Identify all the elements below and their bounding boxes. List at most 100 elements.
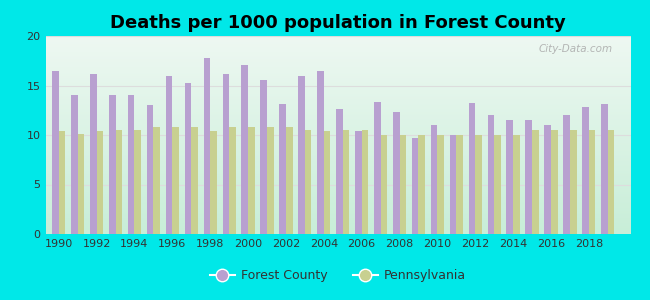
Bar xyxy=(109,95,116,234)
Bar xyxy=(203,58,210,234)
Bar xyxy=(551,130,558,234)
Bar xyxy=(361,130,369,234)
Bar xyxy=(494,135,500,234)
Bar xyxy=(544,125,551,234)
Bar xyxy=(166,76,172,234)
Bar xyxy=(317,71,324,234)
Bar xyxy=(608,130,614,234)
Bar xyxy=(116,130,122,234)
Bar xyxy=(229,127,236,234)
Bar xyxy=(241,65,248,234)
Bar xyxy=(210,131,217,234)
Bar xyxy=(374,102,381,234)
Bar xyxy=(475,135,482,234)
Bar xyxy=(78,134,84,234)
Bar xyxy=(589,130,595,234)
Bar xyxy=(147,105,153,234)
Bar xyxy=(475,135,482,234)
Bar xyxy=(601,104,608,234)
Bar xyxy=(437,135,444,234)
Bar xyxy=(78,134,84,234)
Bar xyxy=(355,131,361,234)
Bar xyxy=(97,131,103,234)
Bar xyxy=(532,130,539,234)
Bar xyxy=(128,95,135,234)
Bar xyxy=(582,107,589,234)
Bar xyxy=(431,125,437,234)
Bar xyxy=(210,131,217,234)
Bar xyxy=(128,95,135,234)
Bar xyxy=(564,115,570,234)
Bar xyxy=(488,115,494,234)
Bar xyxy=(419,135,425,234)
Bar xyxy=(494,135,500,234)
Bar xyxy=(153,127,160,234)
Bar xyxy=(582,107,589,234)
Bar xyxy=(355,131,361,234)
Bar xyxy=(116,130,122,234)
Bar xyxy=(52,71,58,234)
Legend: Forest County, Pennsylvania: Forest County, Pennsylvania xyxy=(205,264,471,287)
Bar xyxy=(324,131,330,234)
Bar xyxy=(71,95,78,234)
Bar xyxy=(97,131,103,234)
Bar xyxy=(203,58,210,234)
Bar xyxy=(305,130,311,234)
Bar xyxy=(248,127,255,234)
Bar xyxy=(172,127,179,234)
Bar xyxy=(564,115,570,234)
Bar xyxy=(185,82,191,234)
Bar xyxy=(412,138,419,234)
Bar xyxy=(172,127,179,234)
Bar xyxy=(336,109,343,234)
Bar xyxy=(147,105,153,234)
Bar xyxy=(381,135,387,234)
Bar xyxy=(544,125,551,234)
Bar xyxy=(601,104,608,234)
Bar xyxy=(324,131,330,234)
Title: Deaths per 1000 population in Forest County: Deaths per 1000 population in Forest Cou… xyxy=(110,14,566,32)
Bar xyxy=(135,130,141,234)
Bar xyxy=(450,135,456,234)
Bar xyxy=(317,71,324,234)
Bar xyxy=(469,103,475,234)
Bar xyxy=(456,135,463,234)
Bar xyxy=(298,76,305,234)
Bar xyxy=(267,127,274,234)
Bar xyxy=(191,127,198,234)
Bar xyxy=(419,135,425,234)
Bar xyxy=(513,135,520,234)
Bar xyxy=(450,135,456,234)
Bar xyxy=(431,125,437,234)
Bar xyxy=(229,127,236,234)
Bar xyxy=(608,130,614,234)
Bar xyxy=(336,109,343,234)
Bar xyxy=(241,65,248,234)
Bar xyxy=(551,130,558,234)
Bar xyxy=(52,71,58,234)
Bar xyxy=(343,130,349,234)
Bar xyxy=(222,74,229,234)
Bar xyxy=(185,82,191,234)
Bar xyxy=(305,130,311,234)
Bar xyxy=(412,138,419,234)
Bar xyxy=(248,127,255,234)
Bar xyxy=(135,130,141,234)
Bar xyxy=(525,120,532,234)
Bar xyxy=(261,80,267,234)
Bar xyxy=(58,131,66,234)
Bar xyxy=(393,112,400,234)
Bar xyxy=(191,127,198,234)
Bar xyxy=(58,131,66,234)
Bar xyxy=(280,104,286,234)
Bar xyxy=(570,130,577,234)
Bar xyxy=(469,103,475,234)
Bar xyxy=(570,130,577,234)
Bar xyxy=(506,120,513,234)
Bar xyxy=(90,74,97,234)
Bar xyxy=(222,74,229,234)
Bar xyxy=(393,112,400,234)
Bar xyxy=(166,76,172,234)
Bar xyxy=(374,102,381,234)
Bar xyxy=(153,127,160,234)
